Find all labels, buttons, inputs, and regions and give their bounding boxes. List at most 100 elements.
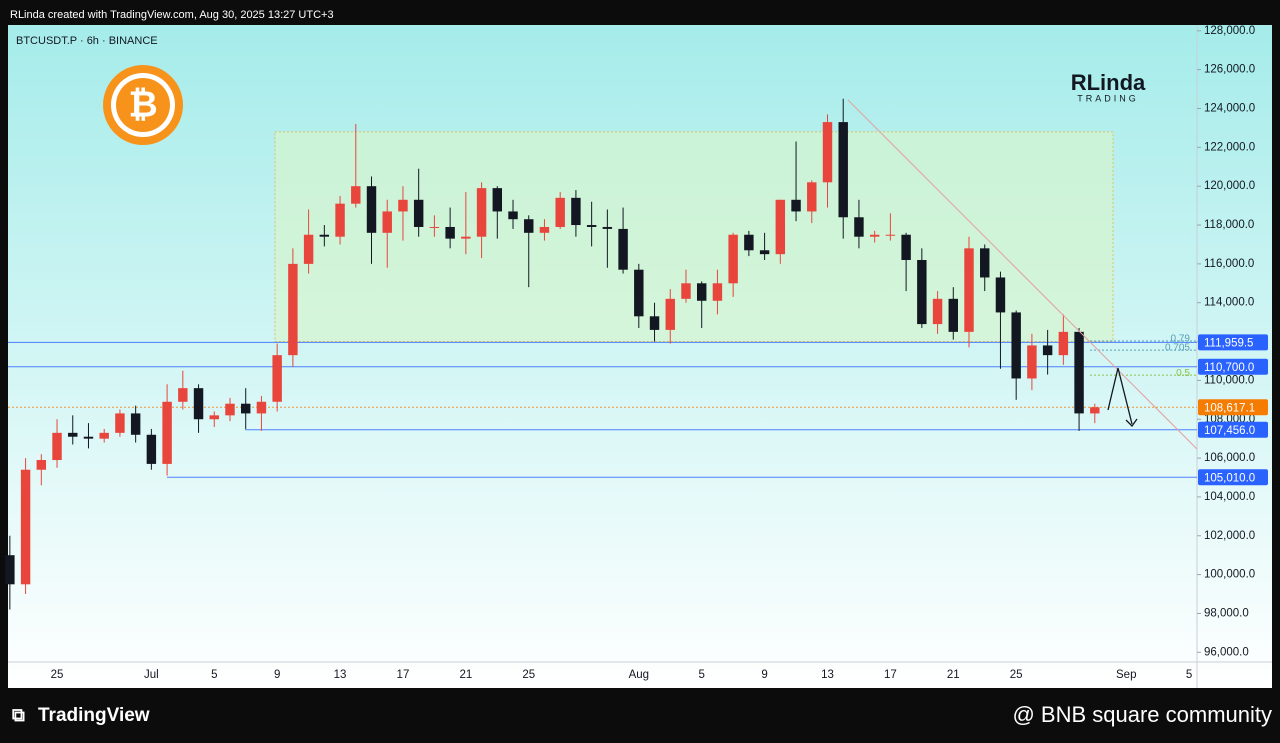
- fib-label: 0.5: [1176, 368, 1190, 379]
- candle-body: [932, 298, 943, 325]
- candle-body: [1042, 345, 1053, 356]
- candle-body: [382, 211, 392, 233]
- candle-body: [162, 401, 172, 464]
- symbol-title: BTCUSDT.P · 6h · BINANCE: [16, 35, 158, 47]
- candle-body: [36, 460, 47, 470]
- candle-body: [602, 226, 613, 229]
- header-credit: RLinda created with TradingView.com, Aug…: [10, 9, 334, 21]
- y-tick-label: 104,000.0: [1204, 491, 1255, 503]
- candle-body: [1058, 331, 1069, 356]
- candle-body: [618, 228, 628, 270]
- candle-body: [791, 199, 801, 212]
- candle-body: [1027, 345, 1037, 379]
- candle-body: [869, 234, 880, 237]
- level-badge: [1198, 469, 1268, 486]
- candle-body: [429, 226, 440, 228]
- candle-body: [146, 434, 157, 464]
- y-tick-label: 114,000.0: [1204, 297, 1254, 309]
- level-label: 108,617.1: [1204, 402, 1255, 414]
- x-tick-label: 25: [51, 669, 64, 681]
- candle-body: [744, 234, 754, 251]
- y-tick-label: 120,000.0: [1204, 180, 1255, 192]
- candle-body: [885, 234, 896, 236]
- candle-body: [256, 401, 267, 414]
- x-tick-label: 13: [334, 669, 347, 681]
- candle-body: [901, 234, 911, 260]
- logo-symbol: ₿: [128, 84, 157, 125]
- level-label: 111,959.5: [1204, 337, 1253, 349]
- y-tick-label: 106,000.0: [1204, 452, 1255, 464]
- x-tick-label: 21: [947, 669, 960, 681]
- level-badge: [1198, 399, 1268, 416]
- y-tick-label: 96,000.0: [1204, 646, 1249, 658]
- candle-body: [225, 403, 235, 416]
- level-label: 110,700.0: [1204, 362, 1254, 374]
- y-tick-label: 126,000.0: [1204, 64, 1255, 76]
- plot: 96,000.0 98,000.0 100,000.0 102,000.0 104,00…: [5, 25, 1268, 681]
- fib-label: 0.705: [1165, 343, 1190, 354]
- y-tick-label: 100,000.0: [1204, 569, 1255, 581]
- x-tick-label: Sep: [1116, 669, 1136, 681]
- x-tick-label: 5: [699, 669, 705, 681]
- candle-body: [351, 186, 361, 204]
- candle-body: [822, 122, 833, 183]
- x-tick-label: 5: [211, 669, 217, 681]
- candle-body: [461, 236, 471, 239]
- logo-core: [116, 78, 170, 132]
- y-tick-label: 122,000.0: [1204, 141, 1255, 153]
- candle-body: [319, 234, 330, 237]
- candle-body: [854, 217, 864, 237]
- footer-brand: TradingView: [38, 705, 150, 726]
- y-tick-label: 118,000.0: [1204, 219, 1254, 231]
- candle-body: [272, 355, 282, 402]
- candle-body: [241, 403, 251, 414]
- candle-body: [665, 298, 675, 330]
- candle-body: [696, 283, 707, 301]
- candle-body: [476, 188, 487, 237]
- candle-body: [586, 225, 597, 227]
- candle-body: [209, 415, 219, 420]
- candle-body: [413, 199, 424, 227]
- candle-body: [524, 219, 534, 233]
- trend-line: [847, 99, 1198, 450]
- x-tick-label: 13: [821, 669, 834, 681]
- candle-body: [555, 197, 565, 227]
- x-tick-label: 21: [459, 669, 472, 681]
- x-tick-label: Aug: [629, 669, 649, 681]
- footer-community: @ BNB square community: [1012, 702, 1272, 727]
- fib-label: 0.79: [1171, 334, 1191, 345]
- level-label: 107,456.0: [1204, 425, 1255, 437]
- candle-body: [948, 298, 958, 332]
- range-zone: [274, 131, 1114, 343]
- y-tick-label: 116,000.0: [1204, 258, 1254, 270]
- candle-body: [335, 203, 345, 237]
- candle-body: [980, 248, 990, 278]
- x-tick-label: 9: [274, 669, 280, 681]
- level-badge: [1198, 421, 1268, 438]
- footer-icon: ⧉: [12, 705, 25, 725]
- candle-body: [838, 122, 848, 218]
- y-tick-label: 98,000.0: [1204, 607, 1249, 619]
- candle-body: [130, 413, 141, 435]
- candle-body: [964, 248, 974, 332]
- candle-body: [68, 432, 78, 437]
- x-tick-label: 17: [397, 669, 410, 681]
- candle-body: [728, 234, 738, 284]
- candle-body: [917, 259, 927, 325]
- x-tick-label: 25: [1010, 669, 1023, 681]
- x-tick-label: 5: [1186, 669, 1192, 681]
- candle-body: [1011, 312, 1021, 379]
- candle-body: [775, 199, 786, 255]
- candle-body: [508, 211, 518, 220]
- candle-body: [288, 263, 298, 356]
- y-tick-label: 124,000.0: [1204, 103, 1255, 115]
- x-tick-label: 9: [761, 669, 767, 681]
- level-badge: [1198, 334, 1268, 351]
- candle-body: [634, 269, 644, 317]
- candle-body: [5, 555, 15, 585]
- candle-body: [807, 182, 817, 212]
- y-tick-label: 110,000.0: [1204, 374, 1254, 386]
- candle-body: [99, 432, 109, 439]
- candle-body: [712, 283, 723, 301]
